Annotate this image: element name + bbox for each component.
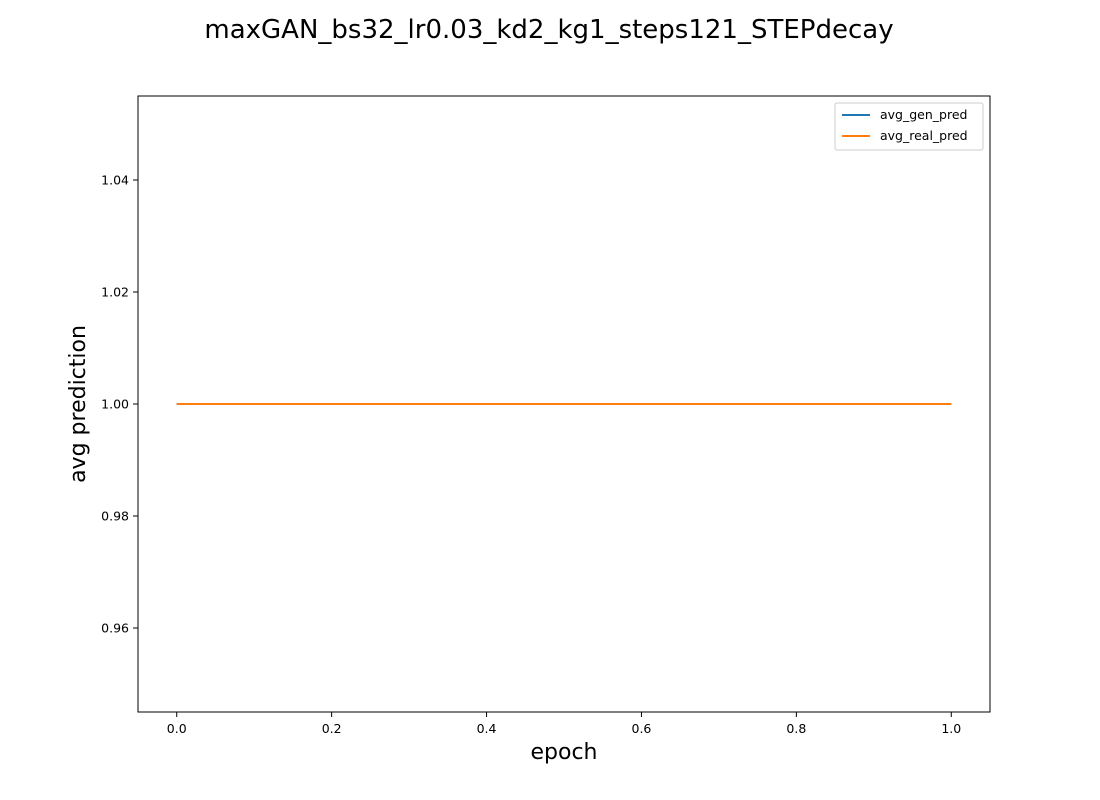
- x-tick-label: 0.8: [786, 721, 806, 736]
- y-tick-label: 1.02: [101, 285, 129, 300]
- legend-box: [834, 102, 984, 151]
- y-tick-label: 1.04: [101, 173, 129, 188]
- x-axis-label: epoch: [531, 740, 598, 765]
- y-axis-label: avg prediction: [66, 325, 91, 483]
- y-tick-label: 1.00: [101, 397, 129, 412]
- legend-label-avg-real-pred: avg_real_pred: [880, 128, 968, 143]
- legend-label-avg-gen-pred: avg_gen_pred: [880, 107, 967, 122]
- x-axis-ticks: 0.0 0.2 0.4 0.6 0.8 1.0: [167, 712, 961, 736]
- x-tick-label: 0.0: [167, 721, 187, 736]
- x-tick-label: 0.2: [322, 721, 342, 736]
- y-tick-label: 0.98: [101, 509, 129, 524]
- y-axis-ticks: 0.96 0.98 1.00 1.02 1.04: [101, 173, 138, 636]
- chart-title: maxGAN_bs32_lr0.03_kd2_kg1_steps121_STEP…: [204, 15, 893, 45]
- x-tick-label: 0.4: [477, 721, 497, 736]
- x-tick-label: 0.6: [632, 721, 652, 736]
- y-tick-label: 0.96: [101, 621, 129, 636]
- x-tick-label: 1.0: [941, 721, 961, 736]
- legend: avg_gen_pred avg_real_pred: [834, 102, 984, 151]
